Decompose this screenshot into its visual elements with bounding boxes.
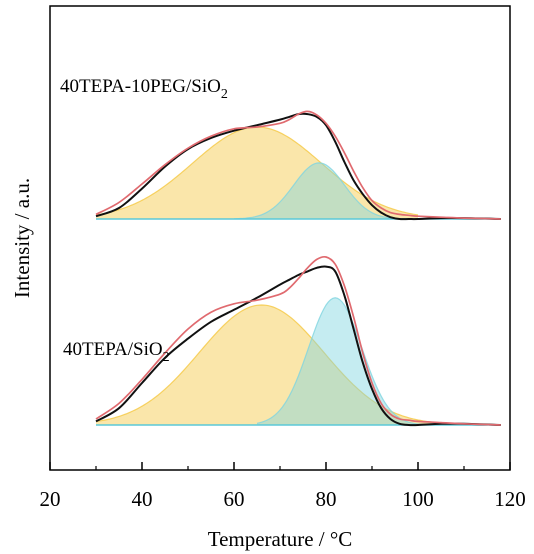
x-tick-label: 120 [494, 487, 526, 511]
peak2-outline [256, 297, 428, 426]
x-tick-label: 100 [402, 487, 434, 511]
x-tick-label: 40 [132, 487, 153, 511]
y-axis-title: Intensity / a.u. [10, 178, 34, 298]
fit-curve [95, 110, 501, 220]
peak2-area [257, 297, 428, 425]
sample-label-main: 40TEPA/SiO [63, 339, 163, 360]
x-axis-title: Temperature / °C [208, 527, 353, 551]
peak1-outline [95, 304, 432, 423]
peak2-outline [233, 162, 409, 220]
x-tick-label: 20 [40, 487, 61, 511]
peak1-area [96, 305, 432, 425]
fit-curve [95, 255, 501, 426]
panel-1: 40TEPA-10PEG/SiO2 [60, 76, 501, 221]
peak1-area [96, 127, 418, 219]
x-tick-label: 80 [316, 487, 337, 511]
measured-curve [95, 112, 501, 221]
x-tick-label: 60 [224, 487, 245, 511]
panel-2: 40TEPA/SiO2 [63, 255, 501, 427]
sample-label-subscript: 2 [163, 350, 170, 365]
sample-label: 40TEPA-10PEG/SiO2 [60, 76, 228, 102]
sample-label: 40TEPA/SiO2 [63, 339, 170, 365]
x-axis: 20 40 60 80 100 120 [40, 462, 526, 511]
sample-label-main: 40TEPA-10PEG/SiO [60, 76, 221, 97]
sample-label-subscript: 2 [221, 87, 228, 102]
measured-curve [95, 265, 501, 427]
